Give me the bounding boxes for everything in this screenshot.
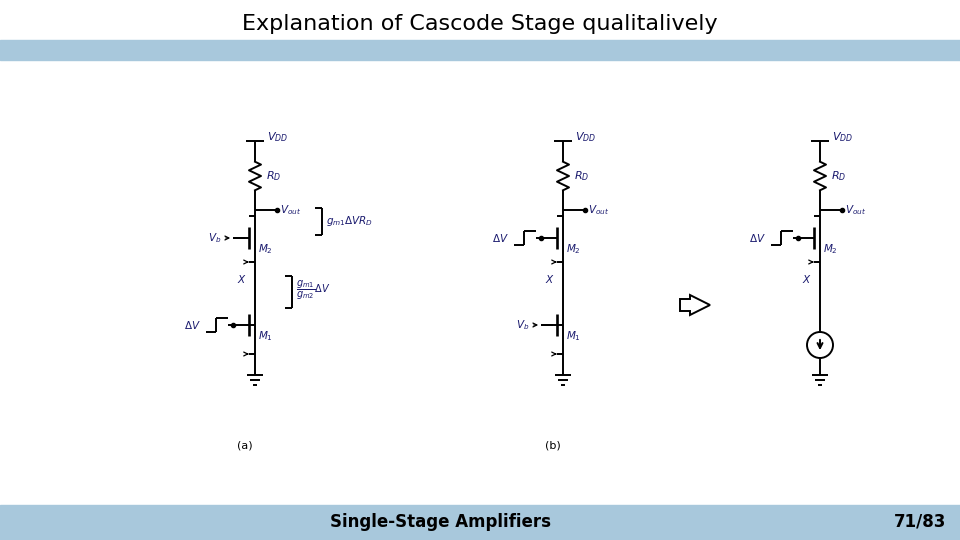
Text: $M_2$: $M_2$ bbox=[566, 242, 581, 256]
Text: 71/83: 71/83 bbox=[894, 513, 947, 531]
Text: $M_1$: $M_1$ bbox=[566, 329, 581, 343]
Text: Single-Stage Amplifiers: Single-Stage Amplifiers bbox=[329, 513, 550, 531]
Bar bbox=[0, 40, 960, 60]
Text: Explanation of Cascode Stage qualitalively: Explanation of Cascode Stage qualitalive… bbox=[242, 14, 718, 34]
Text: $V_{out}$: $V_{out}$ bbox=[845, 203, 866, 217]
Text: $M_1$: $M_1$ bbox=[258, 329, 273, 343]
Text: $V_{DD}$: $V_{DD}$ bbox=[267, 130, 288, 144]
Text: $V_b$: $V_b$ bbox=[207, 231, 221, 245]
Text: $\Delta V$: $\Delta V$ bbox=[184, 319, 201, 331]
Text: (a): (a) bbox=[237, 440, 252, 450]
Text: (b): (b) bbox=[545, 440, 561, 450]
Text: $V_{DD}$: $V_{DD}$ bbox=[832, 130, 853, 144]
Bar bbox=[0, 505, 960, 540]
Text: $R_D$: $R_D$ bbox=[266, 169, 281, 183]
Text: $X$: $X$ bbox=[237, 273, 247, 285]
Text: $V_{DD}$: $V_{DD}$ bbox=[575, 130, 596, 144]
Polygon shape bbox=[680, 295, 710, 315]
Text: $X$: $X$ bbox=[802, 273, 812, 285]
Text: $R_D$: $R_D$ bbox=[831, 169, 847, 183]
Text: $\Delta V$: $\Delta V$ bbox=[749, 232, 766, 244]
Text: $M_2$: $M_2$ bbox=[823, 242, 838, 256]
Text: $\dfrac{g_{m1}}{g_{m2}}\Delta V$: $\dfrac{g_{m1}}{g_{m2}}\Delta V$ bbox=[296, 279, 330, 301]
Text: $\Delta V$: $\Delta V$ bbox=[492, 232, 509, 244]
Text: $X$: $X$ bbox=[545, 273, 555, 285]
Text: $g_{m1}\Delta V R_D$: $g_{m1}\Delta V R_D$ bbox=[326, 214, 373, 228]
Text: $V_b$: $V_b$ bbox=[516, 318, 529, 332]
Text: $V_{out}$: $V_{out}$ bbox=[280, 203, 301, 217]
Text: $R_D$: $R_D$ bbox=[574, 169, 589, 183]
Text: $V_{out}$: $V_{out}$ bbox=[588, 203, 610, 217]
Text: $M_2$: $M_2$ bbox=[258, 242, 273, 256]
